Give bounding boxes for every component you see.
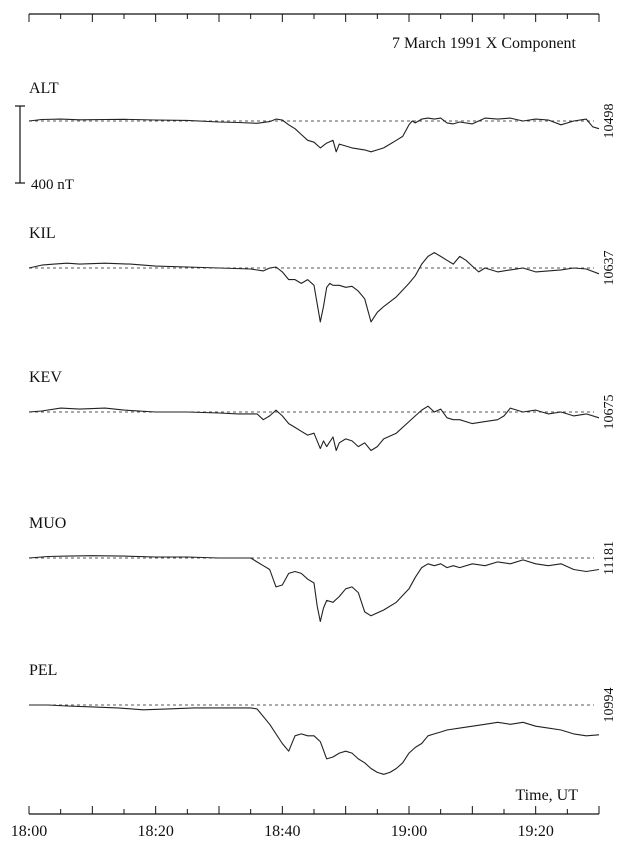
station-label: MUO <box>29 515 66 532</box>
series-pel: PEL 10994 <box>29 662 617 775</box>
top-axis <box>28 13 600 22</box>
station-label: KEV <box>29 369 62 386</box>
scale-bar: 400 nT <box>15 105 74 193</box>
series-layer: ALT 10498 KIL 10637 KEV 10675 MUO 11181 PEL 10994 <box>28 80 617 775</box>
series-kil: KIL 10637 <box>28 225 617 323</box>
baseline-value: 10498 <box>602 104 617 139</box>
series-muo: MUO 11181 <box>28 515 617 623</box>
bottom-axis: 18:00 18:20 18:40 19:00 19:20 <box>11 806 600 840</box>
series-line <box>28 117 600 153</box>
x-axis-label: Time, UT <box>515 787 578 804</box>
x-tick-label: 18:20 <box>137 823 173 840</box>
station-label: KIL <box>29 225 56 242</box>
baseline-value: 11181 <box>602 541 617 575</box>
baseline-value: 10637 <box>602 251 617 286</box>
series-alt: ALT 10498 <box>28 80 617 153</box>
station-label: PEL <box>29 662 57 679</box>
x-tick-label: 19:00 <box>391 823 427 840</box>
station-label: ALT <box>29 80 59 97</box>
series-line <box>28 555 600 623</box>
series-line <box>28 405 600 452</box>
x-tick-label: 19:20 <box>517 823 553 840</box>
series-kev: KEV 10675 <box>28 369 617 452</box>
series-line <box>29 704 600 775</box>
chart-title: 7 March 1991 X Component <box>392 35 577 52</box>
scale-bar-label: 400 nT <box>31 177 74 193</box>
x-tick-label: 18:40 <box>264 823 300 840</box>
baseline-value: 10994 <box>602 688 617 723</box>
baseline-value: 10675 <box>602 395 617 430</box>
x-tick-label: 18:00 <box>11 823 47 840</box>
series-line <box>28 252 600 323</box>
